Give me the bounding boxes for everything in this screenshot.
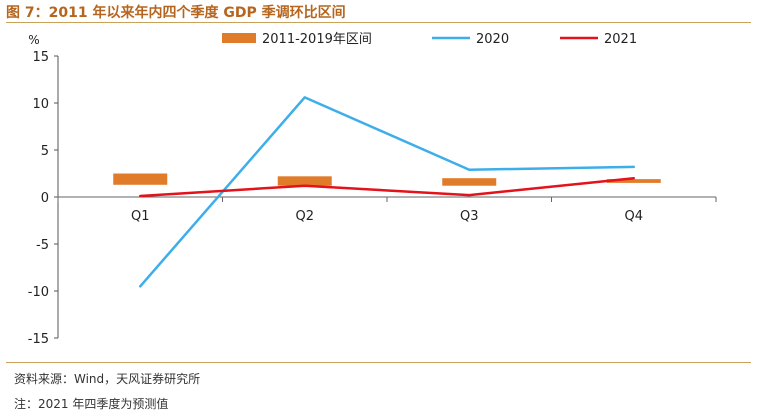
x-tick-label: Q3 <box>460 209 479 224</box>
range-bar-q3 <box>442 178 497 186</box>
series-lines <box>139 96 635 288</box>
x-tick-label: Q1 <box>131 209 150 224</box>
y-axis: 15 10 5 0 -5 -10 -15% <box>28 33 59 347</box>
y-unit-label: % <box>28 33 39 47</box>
legend-swatch-range <box>222 33 256 43</box>
y-tick-label: 15 <box>32 50 49 65</box>
line-series-2021 <box>139 176 635 198</box>
legend: 2011-2019年区间 2020 2021 <box>222 32 637 47</box>
y-tick-label: 10 <box>32 97 49 112</box>
x-tick-label: Q4 <box>624 209 643 224</box>
y-tick-label: -5 <box>36 238 49 253</box>
footer-divider <box>6 362 751 363</box>
x-tick-label: Q2 <box>295 209 314 224</box>
range-bar-q4 <box>606 179 661 183</box>
range-bars <box>113 173 661 186</box>
footnote: 注：2021 年四季度为预测值 <box>14 397 169 411</box>
range-bar-q1 <box>113 173 168 185</box>
legend-label-2021: 2021 <box>604 32 637 47</box>
legend-label-2020: 2020 <box>476 32 509 47</box>
title-divider <box>6 22 751 23</box>
y-tick-label: -10 <box>28 285 49 300</box>
range-bar-q2 <box>277 176 332 186</box>
legend-label-2011-2019年区间: 2011-2019年区间 <box>262 32 372 47</box>
y-tick-label: -15 <box>28 332 49 347</box>
chart-title: 图 7：2011 年以来年内四个季度 GDP 季调环比区间 <box>6 5 346 21</box>
x-axis: Q1 Q2 Q3 Q4 <box>57 196 717 224</box>
y-tick-label: 5 <box>41 144 49 159</box>
source-note: 资料来源：Wind，天风证券研究所 <box>14 372 201 386</box>
y-tick-label: 0 <box>41 191 49 206</box>
